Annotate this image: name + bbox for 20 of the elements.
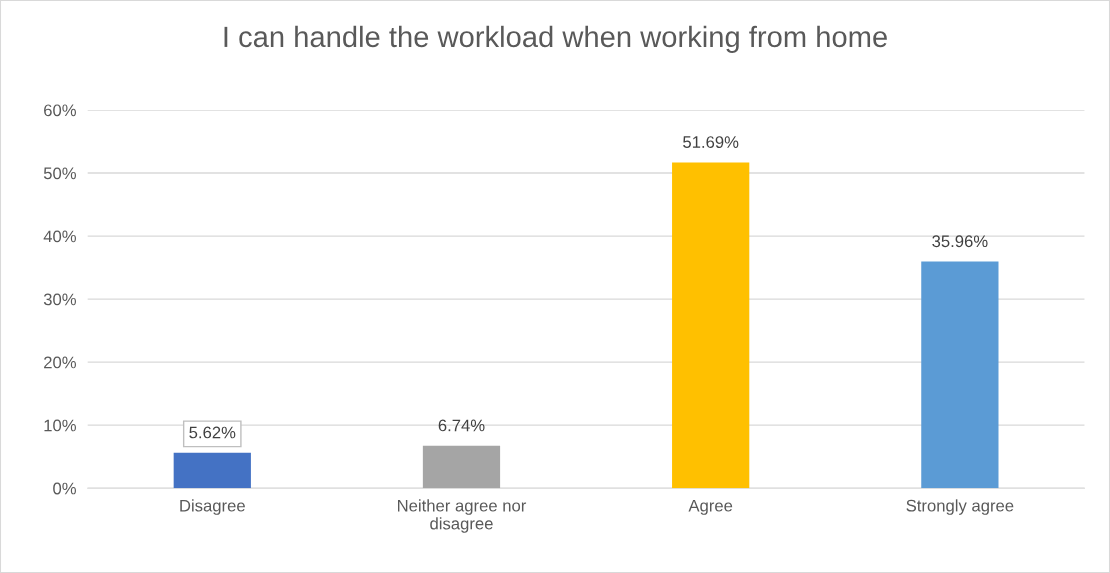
data-label: 6.74% <box>438 419 485 432</box>
y-tick-label: 40% <box>43 230 76 243</box>
x-tick-label: Agree <box>688 499 733 515</box>
y-tick-label: 50% <box>43 167 76 180</box>
x-tick-label: Disagree <box>180 499 245 515</box>
bar <box>672 162 750 489</box>
data-label: 35.96% <box>932 235 988 248</box>
bar <box>173 452 251 489</box>
y-tick-label: 10% <box>44 419 76 432</box>
data-label: 51.69% <box>683 136 739 148</box>
y-tick-label: 0% <box>53 482 76 495</box>
y-tick-label: 20% <box>44 356 76 369</box>
bar <box>921 261 999 489</box>
data-label: 5.62% <box>189 426 236 439</box>
y-tick-label: 30% <box>43 293 76 306</box>
bar <box>422 445 501 489</box>
x-tick-label: Neither agree nor disagree <box>398 499 527 533</box>
x-tick-label: Strongly agree <box>906 499 1014 515</box>
chart-title: I can handle the workload when working from home <box>224 25 887 53</box>
y-tick-label: 60% <box>44 104 76 117</box>
